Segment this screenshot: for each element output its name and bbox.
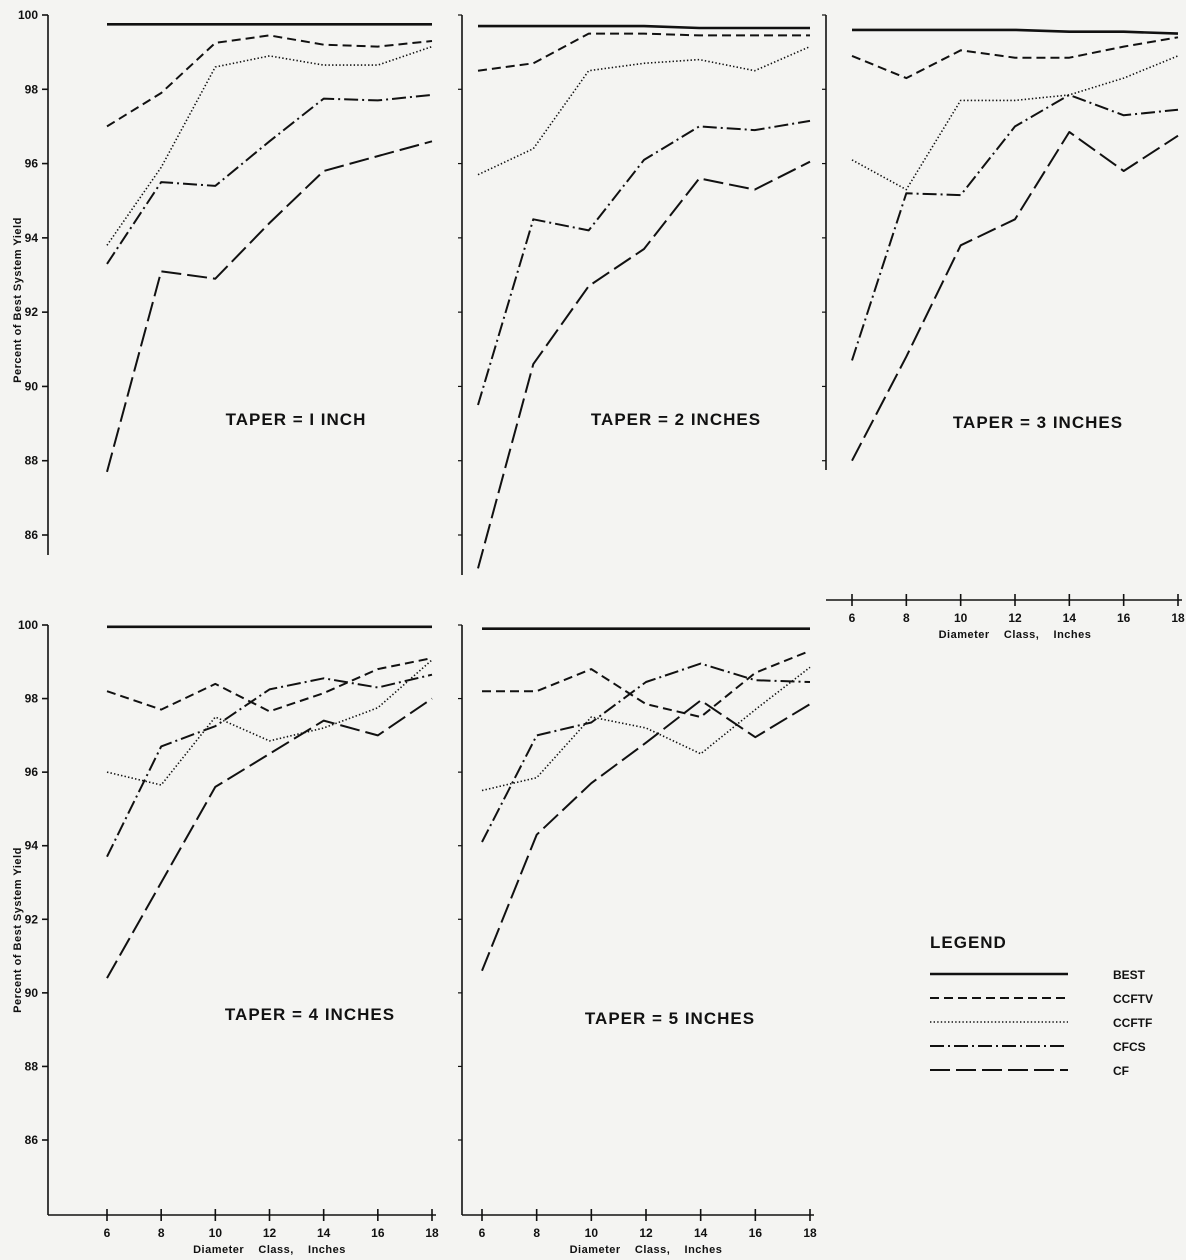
series-line-ccftf — [106, 659, 433, 786]
x-tick-label: 16 — [1117, 611, 1131, 625]
x-tick-label: 18 — [803, 1226, 817, 1240]
y-axis-title: Percent of Best System Yield — [12, 217, 24, 383]
legend-label-best: BEST — [1113, 968, 1146, 982]
panel-title: TAPER = 4 INCHES — [225, 1005, 395, 1024]
y-tick-label: 100 — [18, 618, 38, 632]
x-tick-label: 16 — [371, 1226, 385, 1240]
series-line-ccftv — [482, 649, 811, 718]
y-tick-label: 96 — [25, 765, 39, 779]
y-tick-label: 90 — [25, 986, 39, 1000]
series-line-ccftf — [106, 45, 433, 246]
x-tick-label: 6 — [104, 1226, 111, 1240]
y-tick-label: 94 — [25, 839, 39, 853]
legend-items: BEST CCFTV CCFTF CFCS CF — [930, 968, 1153, 1078]
series-line-ccftv — [106, 657, 433, 713]
x-tick-label: 8 — [158, 1226, 165, 1240]
series-line-best — [478, 24, 810, 30]
legend-title: LEGEND — [930, 933, 1007, 952]
x-tick-label: 8 — [533, 1226, 540, 1240]
panel-title: TAPER = I INCH — [226, 410, 367, 429]
series-line-cfcs — [106, 93, 433, 265]
x-tick-label: 10 — [209, 1226, 223, 1240]
series-line-ccftf — [477, 45, 811, 176]
chart-panel-4: 86 88 90 92 94 96 98 100 6 8 10 12 14 16 18 Diameter Cl… — [12, 618, 439, 1256]
series-line-cf — [481, 699, 811, 972]
series-line-cfcs — [106, 673, 433, 858]
x-axis-title: Diameter Class, Inches — [939, 629, 1092, 641]
x-tick-label: 8 — [903, 611, 910, 625]
y-tick-label: 88 — [25, 1059, 39, 1073]
chart-panel-3: 6 8 10 12 14 16 18 Diameter Class, Inches TAPER … — [822, 14, 1185, 641]
x-tick-label: 18 — [1171, 611, 1185, 625]
y-tick-label: 98 — [25, 692, 39, 706]
chart-panel-5: 6 8 10 12 14 16 18 Diameter Class, Inches TAPER … — [458, 624, 817, 1256]
x-tick-label: 14 — [694, 1226, 708, 1240]
y-tick-label: 86 — [25, 528, 39, 542]
panel-title: TAPER = 2 INCHES — [591, 410, 761, 429]
y-tick-label: 100 — [18, 8, 38, 22]
y-tick-label: 94 — [25, 231, 39, 245]
x-tick-label: 18 — [425, 1226, 439, 1240]
y-axis-title: Percent of Best System Yield — [12, 847, 24, 1013]
series-line-ccftv — [106, 34, 433, 128]
x-tick-label: 14 — [317, 1226, 331, 1240]
x-tick-label: 12 — [1008, 611, 1022, 625]
series-line-best — [852, 28, 1179, 35]
legend-label-ccftv: CCFTV — [1113, 992, 1153, 1006]
x-tick-label: 6 — [849, 611, 856, 625]
x-tick-label: 10 — [954, 611, 968, 625]
series-line-ccftv — [851, 36, 1179, 80]
y-tick-label: 92 — [25, 305, 39, 319]
x-axis-title: Diameter Class, Inches — [570, 1244, 723, 1256]
series-line-cf — [106, 697, 433, 979]
series-line-cfcs — [851, 93, 1179, 361]
legend-label-ccftf: CCFTF — [1113, 1016, 1152, 1030]
legend-label-cf: CF — [1113, 1064, 1129, 1078]
series-line-ccftf — [481, 666, 811, 792]
y-tick-label: 90 — [25, 379, 39, 393]
x-tick-label: 10 — [585, 1226, 599, 1240]
x-axis-title: Diameter Class, Inches — [193, 1244, 346, 1256]
y-tick-label: 88 — [25, 454, 39, 468]
series-line-cf — [477, 160, 811, 569]
legend-label-cfcs: CFCS — [1113, 1040, 1146, 1054]
x-tick-label: 12 — [639, 1226, 653, 1240]
series-line-cf — [106, 140, 433, 473]
series-line-ccftv — [477, 32, 810, 72]
series-line-cfcs — [481, 662, 811, 843]
panel-title: TAPER = 5 INCHES — [585, 1009, 755, 1028]
chart-panel-1: 86 88 90 92 94 96 98 100 Percent of Best System … — [12, 8, 433, 555]
y-tick-label: 98 — [25, 82, 39, 96]
x-tick-label: 6 — [479, 1226, 486, 1240]
chart-panel-2: TAPER = 2 INCHES — [458, 14, 811, 575]
x-tick-label: 16 — [749, 1226, 763, 1240]
y-tick-label: 96 — [25, 157, 39, 171]
series-line-cfcs — [477, 119, 811, 406]
x-tick-label: 14 — [1063, 611, 1077, 625]
y-tick-label: 86 — [25, 1133, 39, 1147]
series-line-ccftf — [851, 55, 1179, 191]
series-line-cf — [851, 131, 1179, 462]
y-tick-label: 92 — [25, 912, 39, 926]
x-tick-label: 12 — [263, 1226, 277, 1240]
panel-title: TAPER = 3 INCHES — [953, 413, 1123, 432]
legend: LEGEND BEST CCFTV CCFTF CFCS CF — [930, 933, 1153, 1078]
